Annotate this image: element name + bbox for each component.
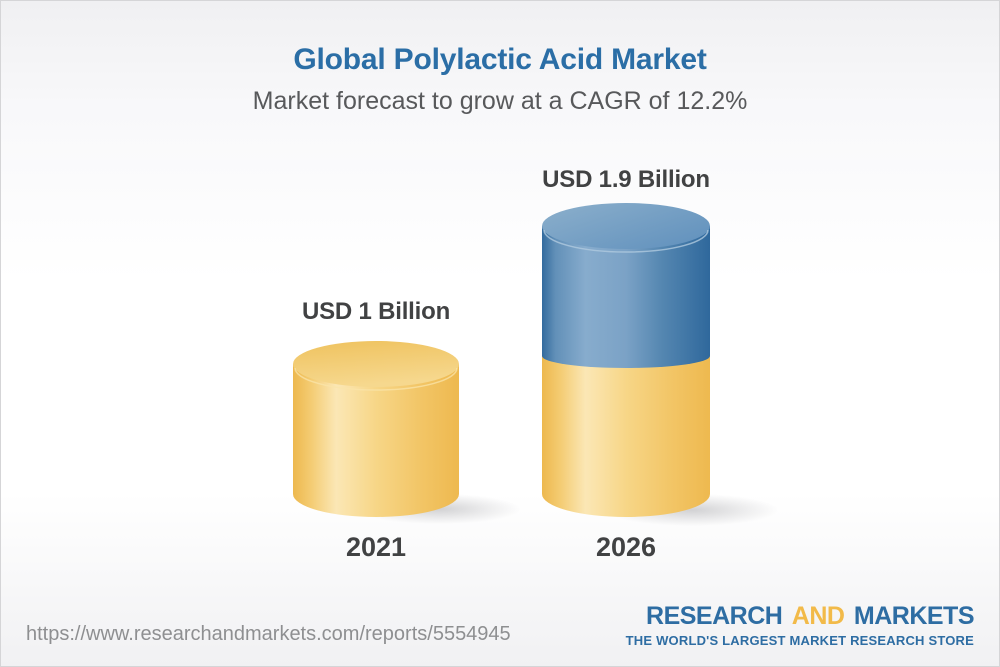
x-axis-label-2021: 2021 — [345, 532, 407, 562]
page-title: Global Polylactic Acid Market — [293, 43, 707, 76]
bar-value-label-2021: USD 1 Billion — [301, 298, 451, 325]
logo-word-and: AND — [791, 602, 845, 630]
logo-tagline: THE WORLD'S LARGEST MARKET RESEARCH STOR… — [625, 633, 974, 648]
logo-word-markets: MARKETS — [853, 602, 975, 630]
cylinder-2021 — [293, 341, 459, 517]
bar-value-label-2026: USD 1.9 Billion — [542, 166, 710, 193]
report-url: https://www.researchandmarkets.com/repor… — [26, 623, 511, 645]
bar-group-2021: USD 1 Billion — [293, 299, 459, 563]
research-and-markets-logo: RESEARCH AND MARKETS THE WORLD'S LARGEST… — [625, 604, 975, 648]
logo-wordmark: RESEARCH AND MARKETS — [626, 604, 974, 629]
bar-group-2026: USD 1.9 Billion — [542, 167, 710, 563]
logo-word-research: RESEARCH — [646, 602, 783, 630]
x-axis-label-2026: 2026 — [595, 532, 657, 562]
cylinder-2026 — [542, 203, 710, 517]
page-subtitle: Market forecast to grow at a CAGR of 12.… — [252, 87, 748, 115]
